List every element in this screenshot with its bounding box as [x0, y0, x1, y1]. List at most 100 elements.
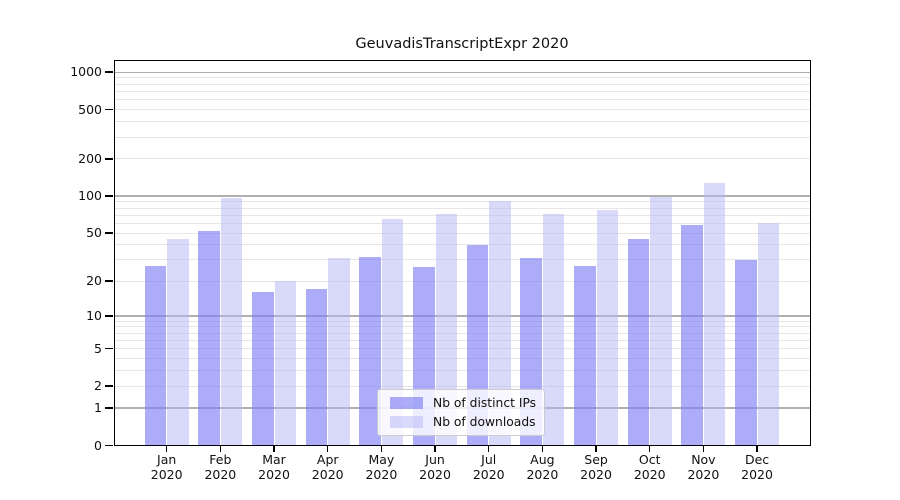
minor-gridline-800	[113, 83, 811, 85]
x-tick-apr	[326, 445, 329, 452]
y-tick-label-100: 100	[78, 188, 102, 204]
plot-area: Nb of distinct IPs Nb of downloads	[113, 60, 811, 446]
minor-gridline-6	[113, 339, 811, 341]
minor-gridline-600	[113, 99, 811, 101]
minor-gridline-7	[113, 332, 811, 334]
minor-gridline-40	[113, 244, 811, 246]
bar-ips-oct	[627, 238, 650, 446]
y-tick-label-200: 200	[78, 150, 102, 166]
minor-gridline-30	[113, 259, 811, 261]
minor-gridline-200	[113, 158, 811, 160]
x-tick-label-feb: Feb 2020	[204, 452, 237, 482]
x-tick-sep	[595, 445, 597, 452]
minor-gridline-8	[113, 326, 811, 328]
legend-label-downloads: Nb of downloads	[433, 414, 536, 429]
y-tick-label-10: 10	[86, 307, 102, 323]
x-tick-label-nov: Nov 2020	[687, 452, 720, 482]
y-tick-20	[105, 280, 113, 282]
bar-downloads-oct	[650, 197, 672, 446]
bar-downloads-nov	[703, 182, 726, 446]
x-tick-jun	[434, 445, 436, 452]
bar-ips-sep	[574, 265, 596, 446]
y-tick-100	[105, 195, 113, 197]
y-tick-1	[105, 407, 113, 409]
x-tick-jan	[165, 445, 168, 452]
y-tick-label-2: 2	[94, 378, 102, 394]
minor-gridline-2	[113, 385, 811, 387]
bar-ips-nov	[681, 225, 703, 446]
x-tick-label-jun: Jun 2020	[419, 452, 451, 482]
legend-swatch-downloads	[390, 416, 423, 428]
legend-swatch-ips	[390, 397, 423, 409]
bar-downloads-sep	[596, 210, 619, 446]
major-gridline-100	[113, 195, 811, 197]
bar-ips-feb	[198, 231, 220, 446]
y-tick-10	[105, 315, 113, 317]
x-tick-label-aug: Aug 2020	[526, 452, 559, 482]
bar-ips-dec	[735, 260, 757, 446]
y-tick-1000	[105, 71, 113, 73]
x-tick-label-jan: Jan 2020	[150, 452, 183, 482]
minor-gridline-90	[113, 201, 811, 203]
y-tick-500	[105, 108, 113, 111]
x-tick-mar	[273, 445, 275, 452]
y-tick-2	[105, 385, 113, 387]
minor-gridline-300	[113, 136, 811, 138]
bar-downloads-may	[381, 219, 404, 446]
major-gridline-1000	[113, 71, 811, 73]
legend-item-distinct-ips: Nb of distinct IPs	[378, 396, 544, 411]
x-tick-label-dec: Dec 2020	[741, 452, 773, 482]
x-tick-oct	[648, 445, 651, 452]
legend: Nb of distinct IPs Nb of downloads	[377, 389, 545, 436]
minor-gridline-9	[113, 320, 811, 322]
minor-gridline-80	[113, 207, 811, 209]
bar-downloads-dec	[757, 222, 780, 446]
y-tick-label-500: 500	[78, 101, 102, 117]
bar-ips-apr	[305, 289, 328, 446]
bar-downloads-jan	[167, 238, 189, 446]
bar-downloads-jun	[435, 214, 458, 446]
y-tick-0	[105, 444, 113, 447]
y-tick-5	[105, 347, 113, 350]
y-tick-label-5: 5	[94, 340, 102, 356]
y-tick-200	[105, 158, 113, 160]
x-tick-label-apr: Apr 2020	[311, 452, 344, 482]
minor-gridline-3	[113, 370, 811, 372]
y-tick-label-0: 0	[94, 437, 102, 453]
x-tick-dec	[756, 445, 758, 452]
y-tick-label-1: 1	[94, 400, 102, 416]
bar-downloads-jul	[489, 200, 511, 446]
y-tick-label-1000: 1000	[70, 64, 102, 80]
chart-title: GeuvadisTranscriptExpr 2020	[355, 36, 569, 52]
minor-gridline-50	[113, 232, 811, 234]
legend-label-ips: Nb of distinct IPs	[433, 395, 537, 410]
legend-item-downloads: Nb of downloads	[378, 415, 544, 430]
bar-ips-mar	[252, 292, 274, 446]
minor-gridline-4	[113, 358, 811, 360]
minor-gridline-5	[113, 348, 811, 350]
bar-downloads-feb	[220, 198, 243, 446]
x-tick-label-jul: Jul 2020	[472, 452, 505, 482]
x-tick-label-mar: Mar 2020	[258, 452, 290, 482]
minor-gridline-400	[113, 121, 811, 123]
minor-gridline-70	[113, 214, 811, 216]
x-tick-label-sep: Sep 2020	[580, 452, 612, 482]
minor-gridline-500	[113, 109, 811, 111]
x-tick-feb	[219, 445, 222, 452]
x-tick-label-may: May 2020	[365, 452, 398, 482]
y-tick-50	[105, 232, 113, 234]
x-tick-may	[380, 445, 383, 452]
x-tick-jul	[487, 445, 490, 452]
y-tick-label-50: 50	[86, 225, 102, 241]
x-tick-label-oct: Oct 2020	[633, 452, 666, 482]
y-tick-label-20: 20	[86, 273, 102, 289]
minor-gridline-20	[113, 280, 811, 282]
x-tick-aug	[541, 445, 544, 452]
bar-downloads-apr	[328, 258, 350, 446]
x-tick-nov	[702, 445, 705, 452]
minor-gridline-900	[113, 77, 811, 79]
bar-ips-may	[359, 256, 381, 446]
bar-downloads-aug	[542, 213, 565, 446]
minor-gridline-60	[113, 222, 811, 224]
